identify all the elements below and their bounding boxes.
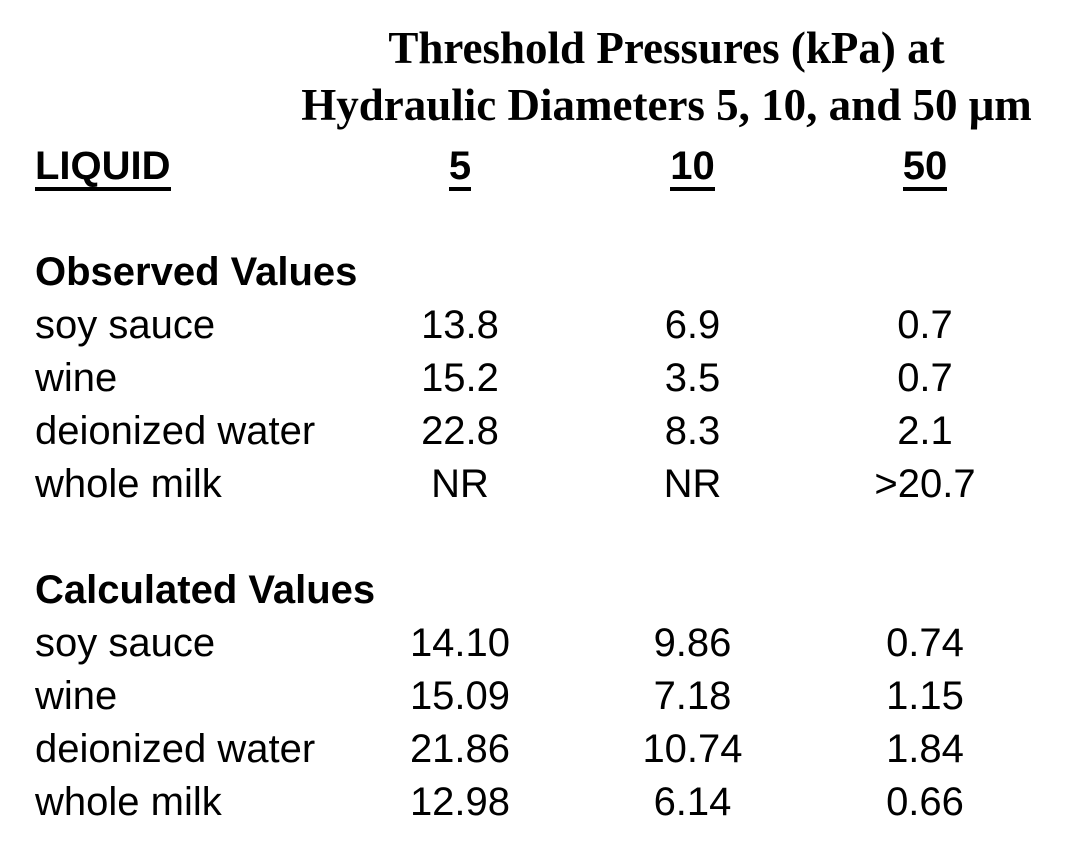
row-label-observed-wine: wine	[35, 356, 118, 400]
col-header-10: 10	[575, 140, 810, 193]
row-label-observed-whole-milk: whole milk	[35, 462, 222, 506]
cell-calculated-deionized-water-d10: 10.74	[642, 727, 743, 771]
row-label-calculated-whole-milk: whole milk	[35, 780, 222, 824]
col-header-5: 5	[345, 140, 575, 193]
cell-observed-deionized-water-d10: 8.3	[664, 409, 721, 453]
cell-observed-whole-milk-d10: NR	[663, 462, 722, 506]
cell-observed-soy-sauce-d10: 6.9	[664, 303, 721, 347]
cell-observed-wine-d5: 15.2	[421, 356, 499, 400]
cell-observed-wine-d50: 0.7	[897, 356, 953, 400]
table-title-line1: Threshold Pressures (kPa) at	[388, 23, 945, 73]
row-label-calculated-wine: wine	[35, 674, 118, 718]
pressure-table: LIQUID 5 10 50 Observed Values soy sauce…	[0, 140, 1078, 829]
spacer	[35, 511, 1040, 564]
cell-observed-deionized-water-d50: 2.1	[897, 409, 953, 453]
spacer	[35, 193, 1040, 246]
row-label-calculated-deionized-water: deionized water	[35, 727, 316, 771]
cell-observed-soy-sauce-d5: 13.8	[421, 303, 499, 347]
cell-calculated-wine-d5: 15.09	[409, 674, 511, 718]
row-label-observed-soy-sauce: soy sauce	[35, 303, 216, 347]
row-label-calculated-soy-sauce: soy sauce	[35, 621, 216, 665]
cell-calculated-wine-d50: 1.15	[886, 674, 964, 718]
cell-observed-deionized-water-d5: 22.8	[421, 409, 499, 453]
cell-calculated-wine-d10: 7.18	[653, 674, 732, 718]
table-title: Threshold Pressures (kPa) at Hydraulic D…	[255, 0, 1078, 134]
cell-observed-wine-d10: 3.5	[664, 356, 721, 400]
cell-observed-whole-milk-d50: >20.7	[874, 462, 976, 506]
row-label-observed-deionized-water: deionized water	[35, 409, 316, 453]
table-title-line2: Hydraulic Diameters 5, 10, and 50 μm	[301, 80, 1032, 130]
section-header-calculated: Calculated Values	[35, 568, 376, 612]
cell-calculated-deionized-water-d5: 21.86	[409, 727, 511, 771]
cell-observed-soy-sauce-d50: 0.7	[897, 303, 953, 347]
cell-calculated-soy-sauce-d5: 14.10	[409, 621, 511, 665]
cell-calculated-whole-milk-d5: 12.98	[409, 780, 511, 824]
cell-observed-whole-milk-d5: NR	[431, 462, 489, 506]
section-header-observed: Observed Values	[35, 250, 358, 294]
col-header-50: 50	[810, 140, 1040, 193]
cell-calculated-soy-sauce-d10: 9.86	[653, 621, 732, 665]
cell-calculated-soy-sauce-d50: 0.74	[886, 621, 964, 665]
cell-calculated-deionized-water-d50: 1.84	[886, 727, 964, 771]
col-header-liquid: LIQUID	[35, 140, 345, 193]
cell-calculated-whole-milk-d50: 0.66	[886, 780, 964, 824]
cell-calculated-whole-milk-d10: 6.14	[653, 780, 732, 824]
